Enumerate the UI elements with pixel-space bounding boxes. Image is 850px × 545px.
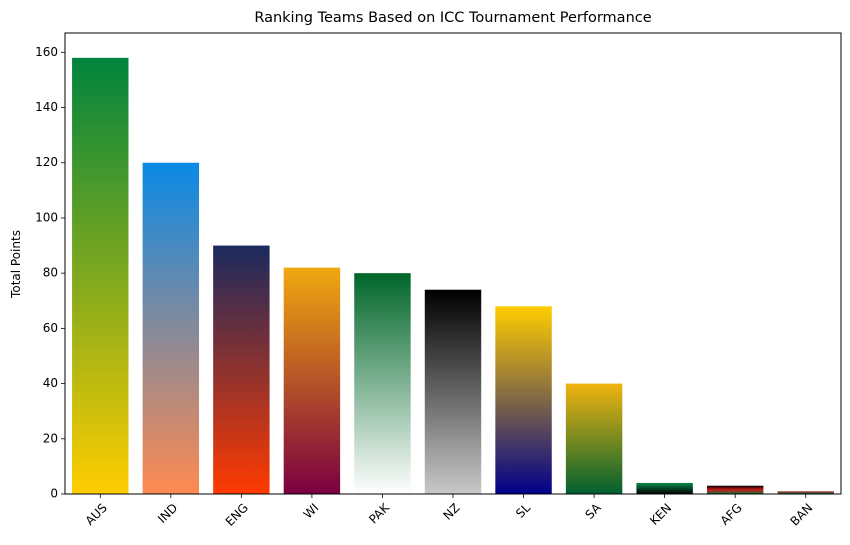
x-tick-label: KEN <box>647 501 674 528</box>
x-tick-label: PAK <box>366 500 393 527</box>
bar-ind <box>142 162 200 495</box>
plot-area-frame <box>64 32 842 495</box>
y-tick-label: 20 <box>43 431 58 445</box>
bar-ken <box>636 482 693 494</box>
x-tick-label: WI <box>301 501 322 522</box>
bar-aus <box>72 57 129 495</box>
bar-sa <box>565 383 623 494</box>
y-axis-ticks: 0 20 40 60 80 100 120 140 160 <box>35 45 65 501</box>
x-tick-label: SL <box>513 500 533 520</box>
y-tick-label: 100 <box>35 210 58 224</box>
bar-wi <box>283 267 341 494</box>
y-tick-label: 140 <box>35 100 58 114</box>
bar-sl <box>495 306 552 494</box>
bar-nz <box>424 289 482 494</box>
bar-ban <box>777 491 834 494</box>
y-tick-label: 0 <box>50 487 58 501</box>
bars-group <box>72 57 834 495</box>
x-tick-label: SA <box>582 500 604 522</box>
x-tick-label: NZ <box>441 501 463 523</box>
bar-pak <box>354 273 411 494</box>
x-tick-label: ENG <box>223 501 251 529</box>
y-tick-label: 120 <box>35 155 58 169</box>
bar-afg <box>706 485 764 494</box>
y-tick-label: 160 <box>35 45 58 59</box>
bar-eng <box>213 245 270 494</box>
y-tick-label: 60 <box>43 321 58 335</box>
x-axis-ticks: AUS IND ENG WI PAK NZ SL SA KEN AFG BAN <box>83 494 815 529</box>
y-tick-label: 80 <box>43 266 58 280</box>
x-tick-label: AFG <box>718 501 745 528</box>
x-tick-label: BAN <box>787 501 815 529</box>
x-tick-label: IND <box>155 501 180 526</box>
y-axis-label: Total Points <box>9 230 23 299</box>
x-tick-label: AUS <box>83 501 110 528</box>
y-tick-label: 40 <box>43 376 58 390</box>
chart-title: Ranking Teams Based on ICC Tournament Pe… <box>254 10 651 26</box>
